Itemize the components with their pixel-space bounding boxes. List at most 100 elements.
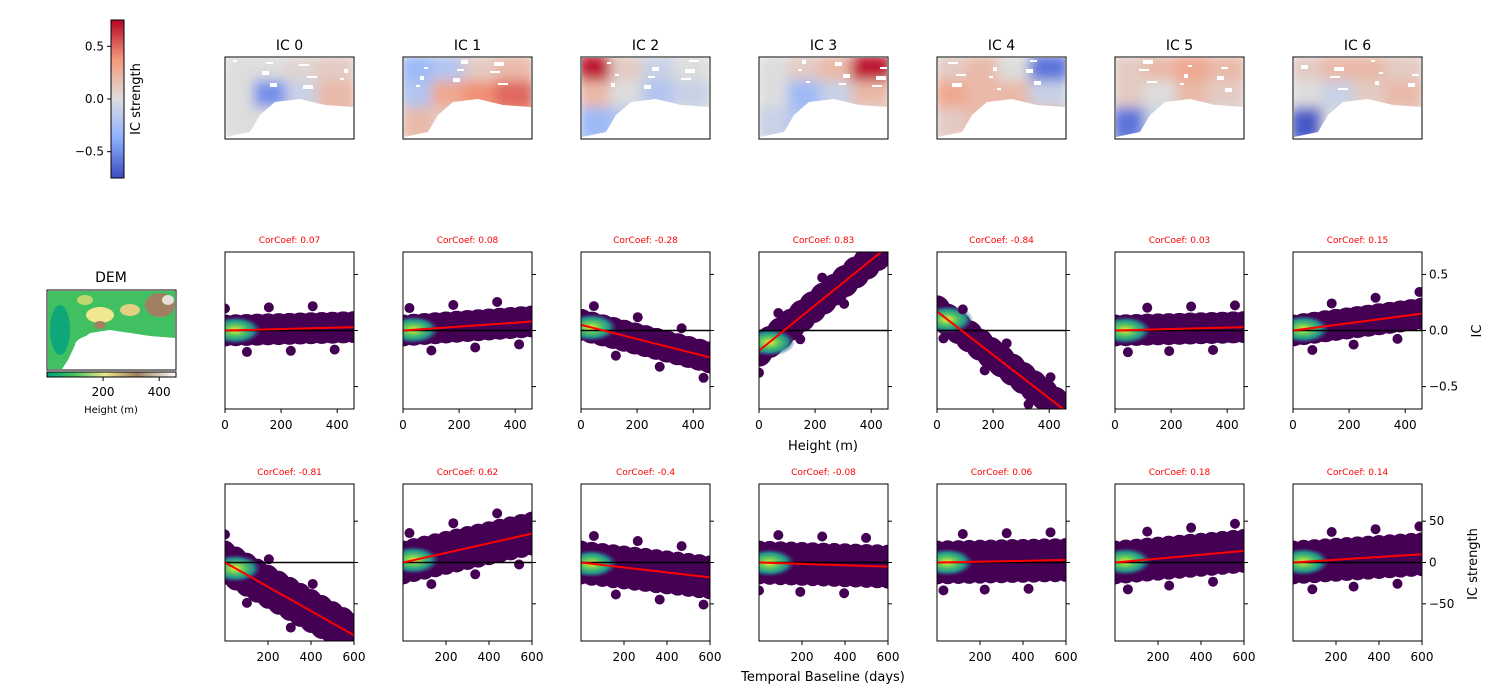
corcoef-label: CorCoef: 0.83 [793,236,855,246]
x-tick-label: 200 [448,418,471,432]
x-tick-label: 200 [804,418,827,432]
outlier-point [404,528,415,539]
y-tick-label: −50 [1429,597,1454,611]
fit-line [225,561,354,637]
ic-map-gap [1375,81,1379,85]
y-tick-label: −0.5 [1429,380,1458,394]
outlier-point [773,308,784,319]
outlier-point [588,301,599,312]
outlier-point [448,300,459,311]
outlier-point [492,508,503,519]
dem-tick-label: 400 [148,385,171,399]
x-tick-label: 200 [969,650,992,664]
outlier-point [1348,581,1359,592]
ic-map-4: IC 4 [936,38,1067,140]
ic-map-gap [299,64,309,66]
fit-line [1115,326,1244,332]
outlier-point [1208,344,1219,355]
scatter-panel-height-1: CorCoef: 0.08 0 200 400 [399,236,536,432]
ic-map-gap [876,76,886,80]
corcoef-label: CorCoef: -0.4 [616,468,675,478]
outlier-point [426,579,437,590]
x-tick-label: 400 [300,650,323,664]
outlier-point [1186,301,1197,312]
density-cloud [225,529,354,641]
ic-map-0: IC 0 [224,38,355,140]
fit-line [937,310,1065,409]
outlier-point [817,272,828,283]
fit-line [225,326,354,332]
corcoef-label: CorCoef: -0.84 [969,236,1034,246]
corcoef-label: CorCoef: 0.08 [437,236,499,246]
fit-line [581,323,710,359]
ic-map-6: IC 6 [1292,38,1423,140]
x-tick-label: 0 [755,418,763,432]
ic-map-gap [1338,88,1348,90]
outlier-point [1045,372,1056,383]
outlier-point [610,350,621,361]
ic-map-gap [652,67,659,71]
outlier-point [632,536,643,547]
ic-map-1: IC 1 [402,38,533,140]
outlier-point [654,594,665,605]
outlier-point [1229,300,1240,311]
outlier-point [759,585,764,596]
fit-line [1293,312,1422,332]
ic-map-gap [681,78,691,80]
outlier-point [795,334,806,345]
corcoef-label: CorCoef: 0.03 [1149,236,1211,246]
ic-map-gap [307,76,317,78]
ic-map-gap [1330,76,1340,78]
height-xlabel: Height (m) [788,439,858,454]
scatter-panel-height-5: CorCoef: 0.03 0 200 400 [1111,236,1248,432]
ic-map-gap [490,71,500,73]
outlier-point [426,345,437,356]
outlier-point [1142,526,1153,537]
outlier-point [759,367,764,378]
scatter-panel-baseline-6: CorCoef: 0.14 200 400 600 50 0 −50 [1292,468,1454,664]
x-tick-label: 0 [1111,418,1119,432]
outlier-point [610,589,621,600]
outlier-point [1326,298,1337,309]
corcoef-label: CorCoef: -0.81 [257,468,322,478]
x-tick-label: 400 [504,418,527,432]
x-tick-label: 400 [1190,650,1213,664]
scatter-panel-height-4: CorCoef: -0.84 0 200 400 [933,236,1070,432]
outlier-point [1370,524,1381,535]
ic-map-title: IC 4 [988,38,1015,54]
scatter-panel-baseline-4: CorCoef: 0.06 200 400 600 [936,468,1078,664]
corcoef-label: CorCoef: 0.62 [437,468,499,478]
colorbar-tick-label: 0.5 [85,39,104,53]
ic-map-gap [880,67,887,69]
y-tick-label: 0.0 [1429,324,1448,338]
dem-xlabel: Height (m) [84,405,138,416]
ic-map-3: IC 3 [758,38,889,140]
outlier-point [263,302,274,313]
outlier-point [1392,333,1403,344]
dem-panel: DEM 200 400 Height (m) [46,270,177,416]
scatter-panel-baseline-5: CorCoef: 0.18 200 400 600 [1114,468,1255,664]
corcoef-label: CorCoef: 0.14 [1327,468,1389,478]
ic-map-gap [1371,60,1375,62]
outlier-point [979,365,990,376]
x-tick-label: 200 [1147,650,1170,664]
outlier-point [654,361,665,372]
fit-line [1115,549,1244,564]
ic-map-gap [1334,67,1344,71]
outlier-point [1307,584,1318,595]
outlier-point [263,554,274,565]
x-tick-label: 0 [1289,418,1297,432]
outlier-point [676,323,687,334]
fit-line [759,561,888,568]
x-tick-label: 400 [326,418,349,432]
outlier-point [1122,347,1133,358]
x-tick-label: 600 [699,650,722,664]
x-tick-label: 600 [1411,650,1434,664]
outlier-point [795,586,806,597]
outlier-point [307,301,318,312]
outlier-point [307,578,318,589]
corcoef-label: CorCoef: -0.28 [613,236,678,246]
scatter-panel-height-6: CorCoef: 0.15 0 200 400 0.5 0.0 −0.5 [1289,236,1458,432]
x-tick-label: 600 [1055,650,1078,664]
